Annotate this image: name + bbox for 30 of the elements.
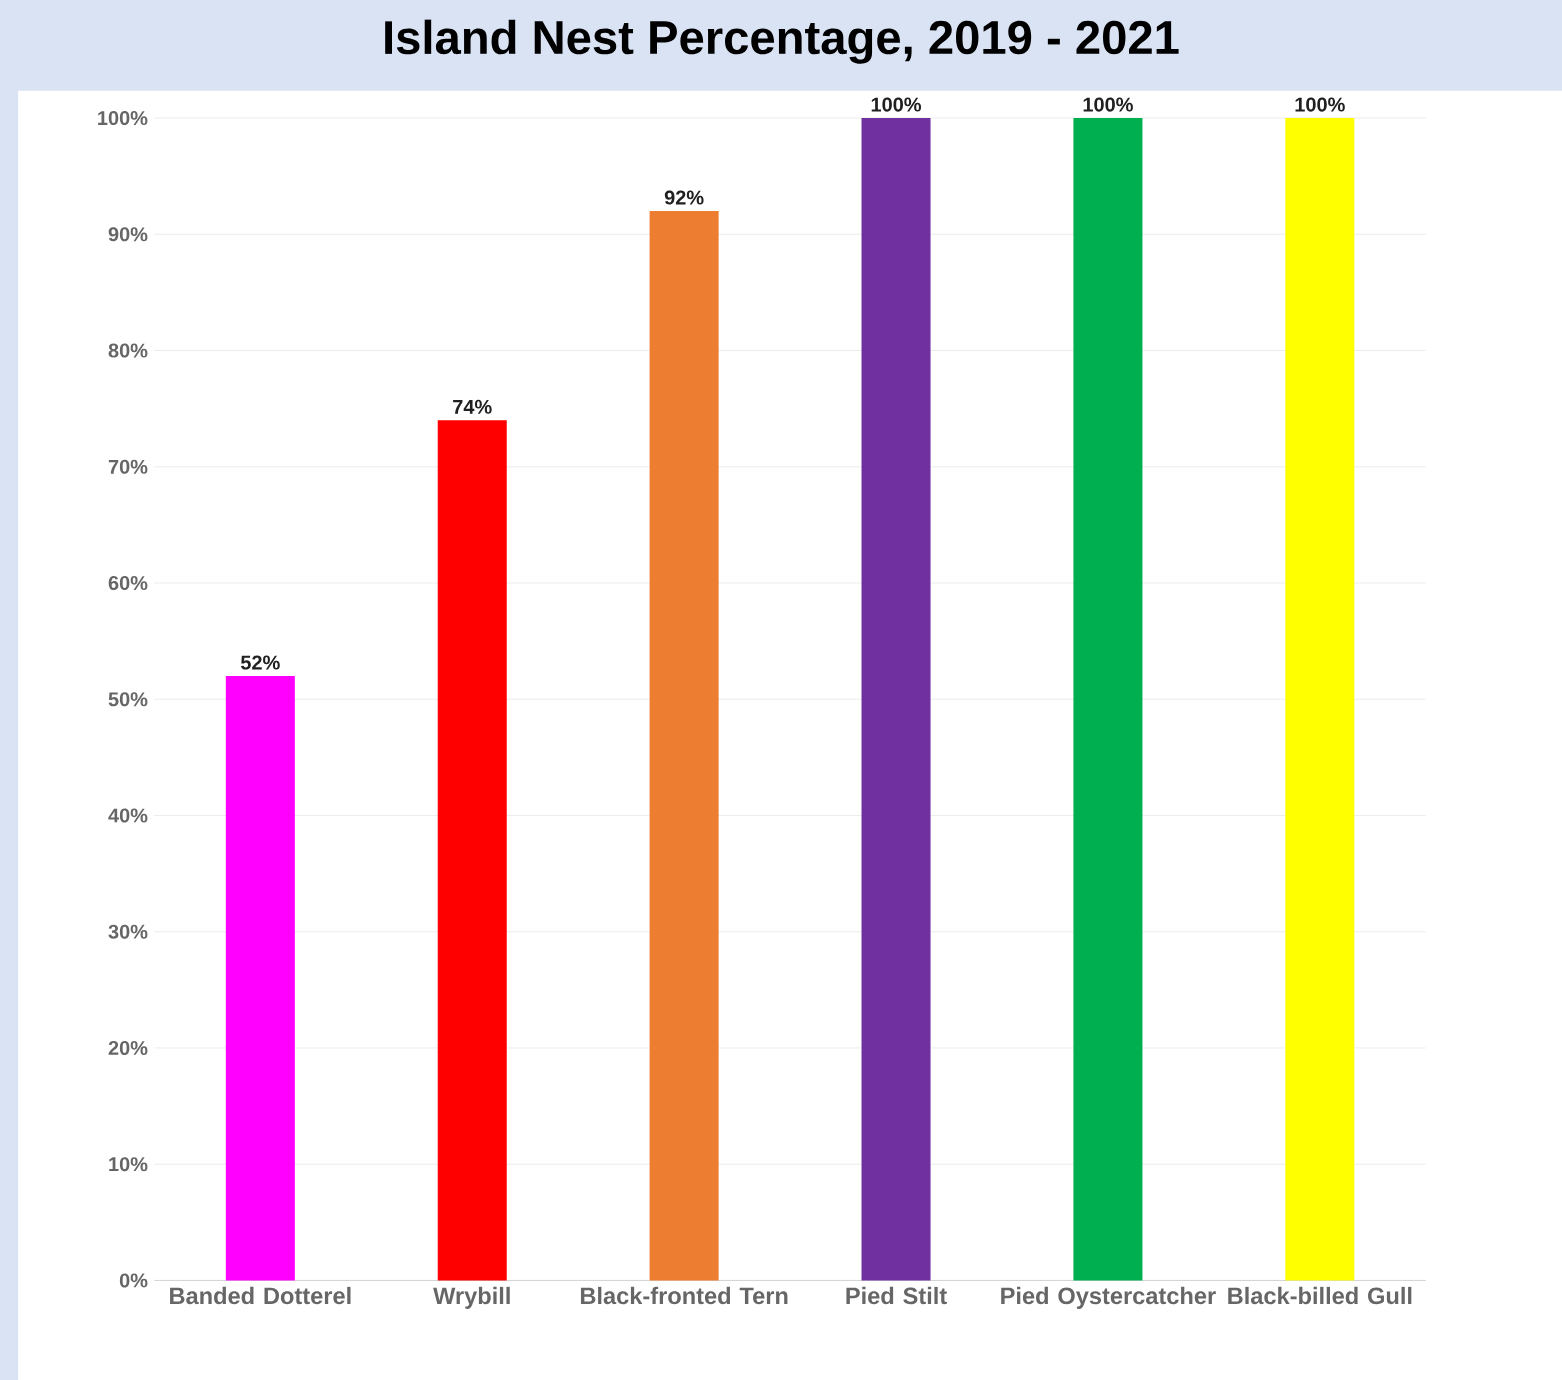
data-label: 100% — [871, 97, 922, 112]
data-label: 100% — [1083, 97, 1133, 112]
y-tick-label: 80% — [108, 343, 148, 358]
data-label: 52% — [240, 655, 280, 670]
x-tick-label: Pied Stilt — [846, 1286, 947, 1305]
y-tick-label: 30% — [108, 924, 148, 939]
data-label: 100% — [1295, 97, 1345, 112]
bar — [649, 210, 719, 1281]
y-tick-label: 100% — [98, 110, 148, 125]
bar — [225, 675, 295, 1281]
x-tick-label: Black-billed Gull — [1228, 1286, 1412, 1305]
x-tick-label: Pied Oystercatcher — [1001, 1286, 1216, 1309]
y-tick-label: 10% — [109, 1157, 148, 1172]
bar — [1285, 117, 1355, 1281]
y-tick-label: 20% — [108, 1040, 148, 1055]
y-tick-label: 50% — [108, 692, 148, 707]
bar — [437, 420, 507, 1281]
x-tick-label: Black-fronted Tern — [580, 1286, 788, 1305]
x-tick-label: Banded Dotterel — [170, 1286, 351, 1305]
y-tick-label: 90% — [108, 227, 148, 242]
bar — [1073, 117, 1143, 1281]
data-label: 92% — [664, 190, 704, 205]
bar — [861, 117, 931, 1281]
chart-title: Island Nest Percentage, 2019 - 2021 — [385, 19, 1179, 64]
y-tick-label: 0% — [119, 1273, 148, 1288]
y-tick-label: 40% — [108, 808, 148, 823]
data-label: 74% — [453, 399, 492, 414]
y-tick-label: 70% — [108, 459, 148, 474]
x-tick-label: Wrybill — [433, 1286, 510, 1309]
y-tick-label: 60% — [108, 575, 148, 590]
